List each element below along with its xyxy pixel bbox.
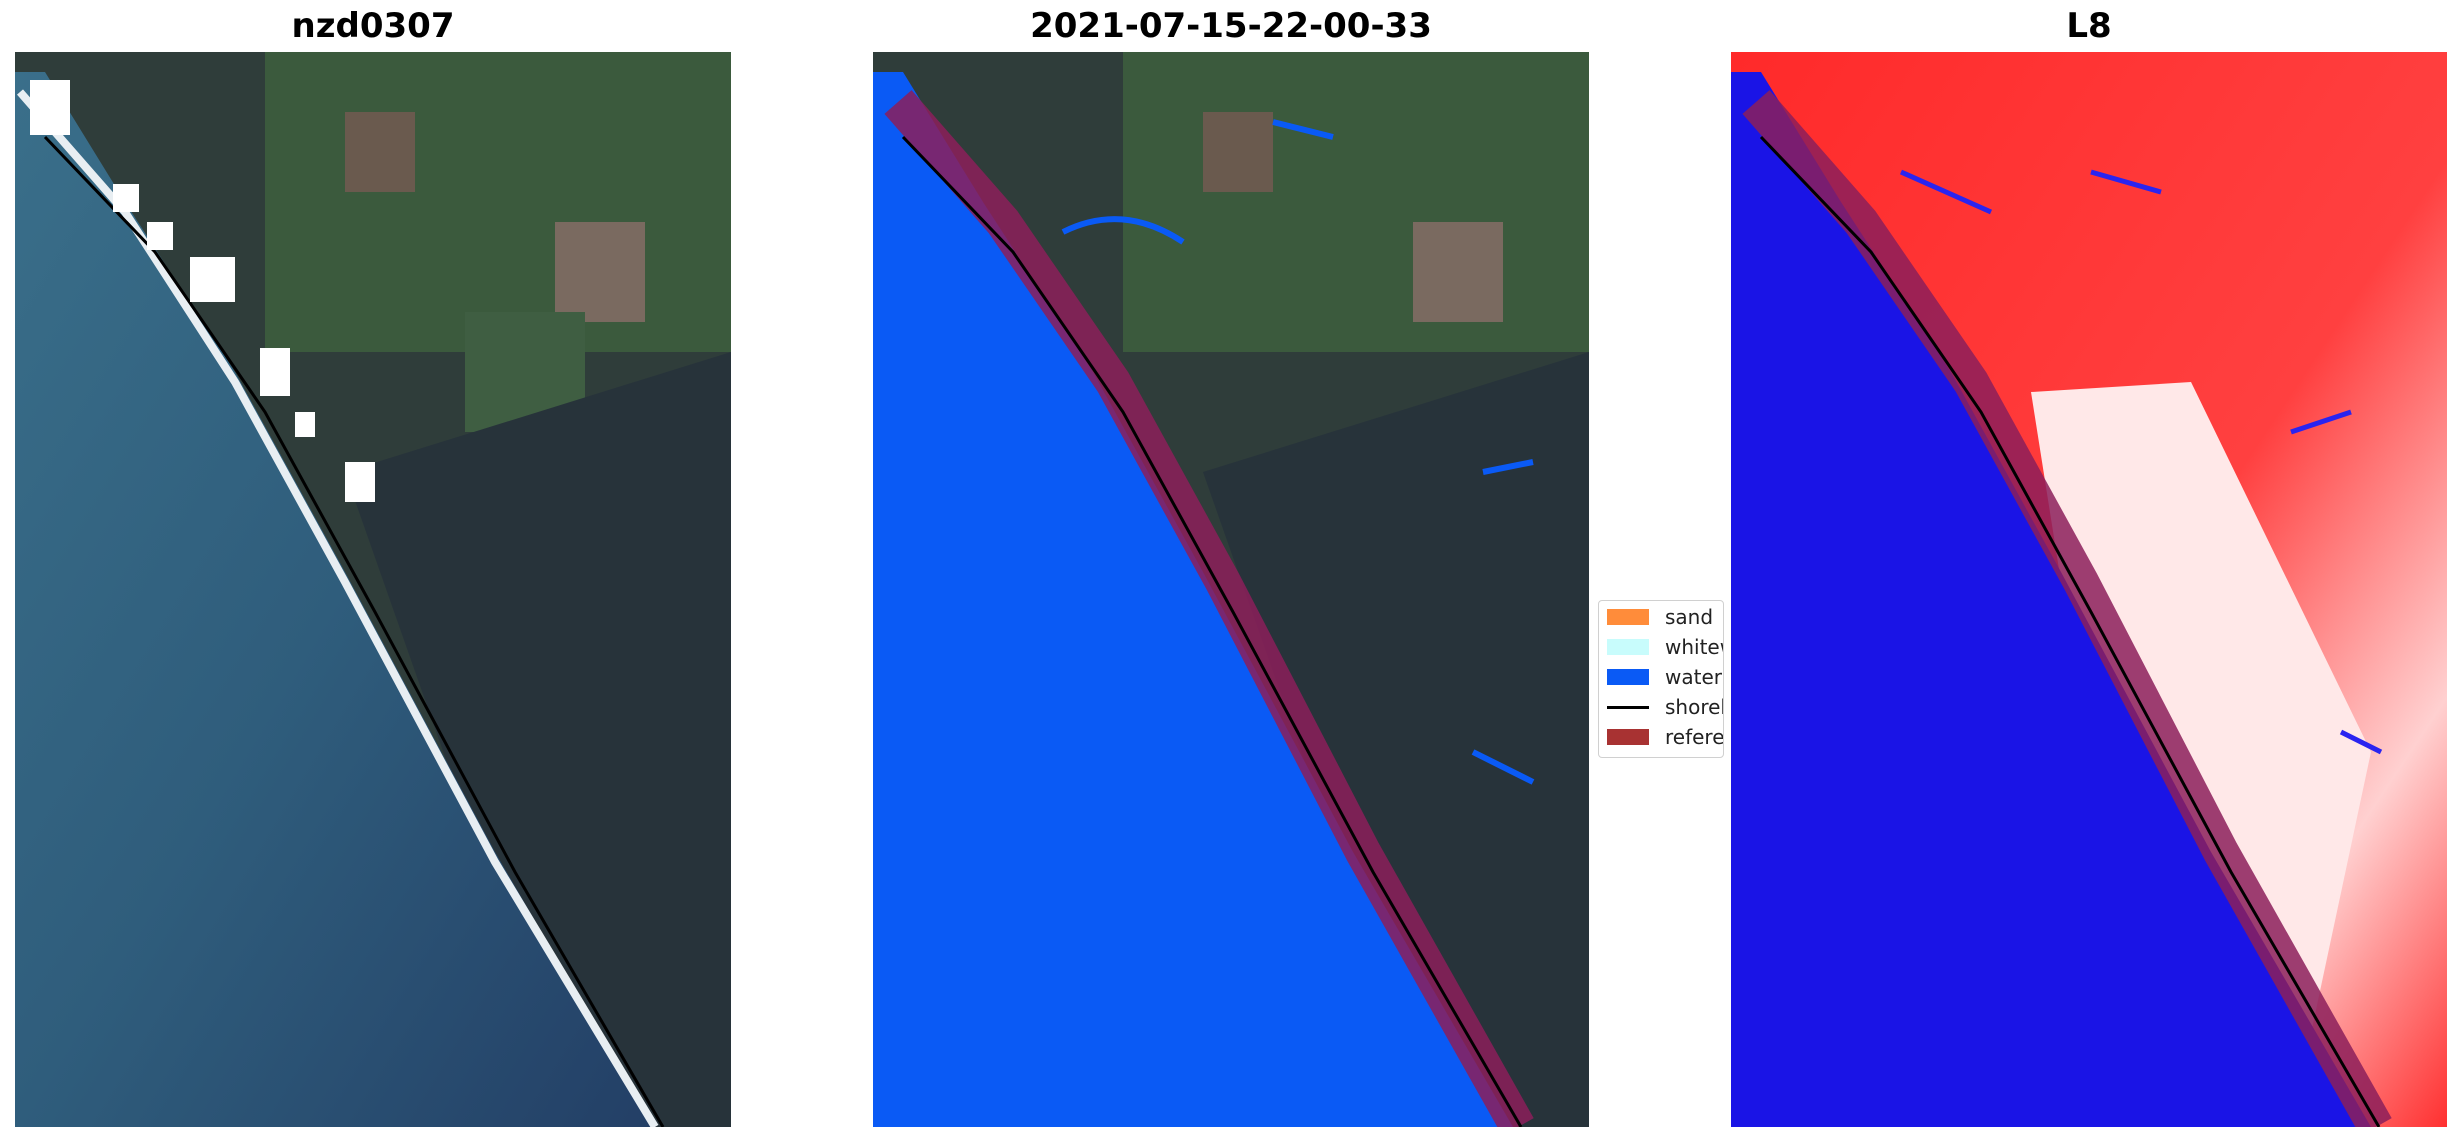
whitewater-swatch — [1607, 639, 1649, 655]
rgb-satellite-image — [15, 52, 731, 1127]
panel-title-classified: 2021-07-15-22-00-33 — [1030, 6, 1432, 46]
classified-satellite-image — [873, 52, 1589, 1127]
rgb-image-panel — [15, 52, 731, 1127]
panel-title-rgb: nzd0307 — [291, 6, 455, 46]
panel-title-index: L8 — [2066, 6, 2112, 46]
legend-item-sand: sand — [1607, 603, 1713, 631]
classified-image-panel — [873, 52, 1589, 1127]
legend-item-shoreline: shorel — [1607, 693, 1724, 721]
sand-swatch — [1607, 609, 1649, 625]
shoreline-swatch — [1607, 705, 1649, 709]
legend-label: shorel — [1665, 695, 1724, 719]
legend-label: referen — [1665, 725, 1724, 749]
legend-item-reference: referen — [1607, 723, 1724, 751]
index-image — [1731, 52, 2447, 1127]
water-swatch — [1607, 669, 1649, 685]
legend-item-water: water — [1607, 663, 1722, 691]
reference-swatch — [1607, 729, 1649, 745]
index-image-panel — [1731, 52, 2447, 1127]
legend-label: sand — [1665, 605, 1714, 629]
legend-label: water — [1665, 665, 1722, 689]
